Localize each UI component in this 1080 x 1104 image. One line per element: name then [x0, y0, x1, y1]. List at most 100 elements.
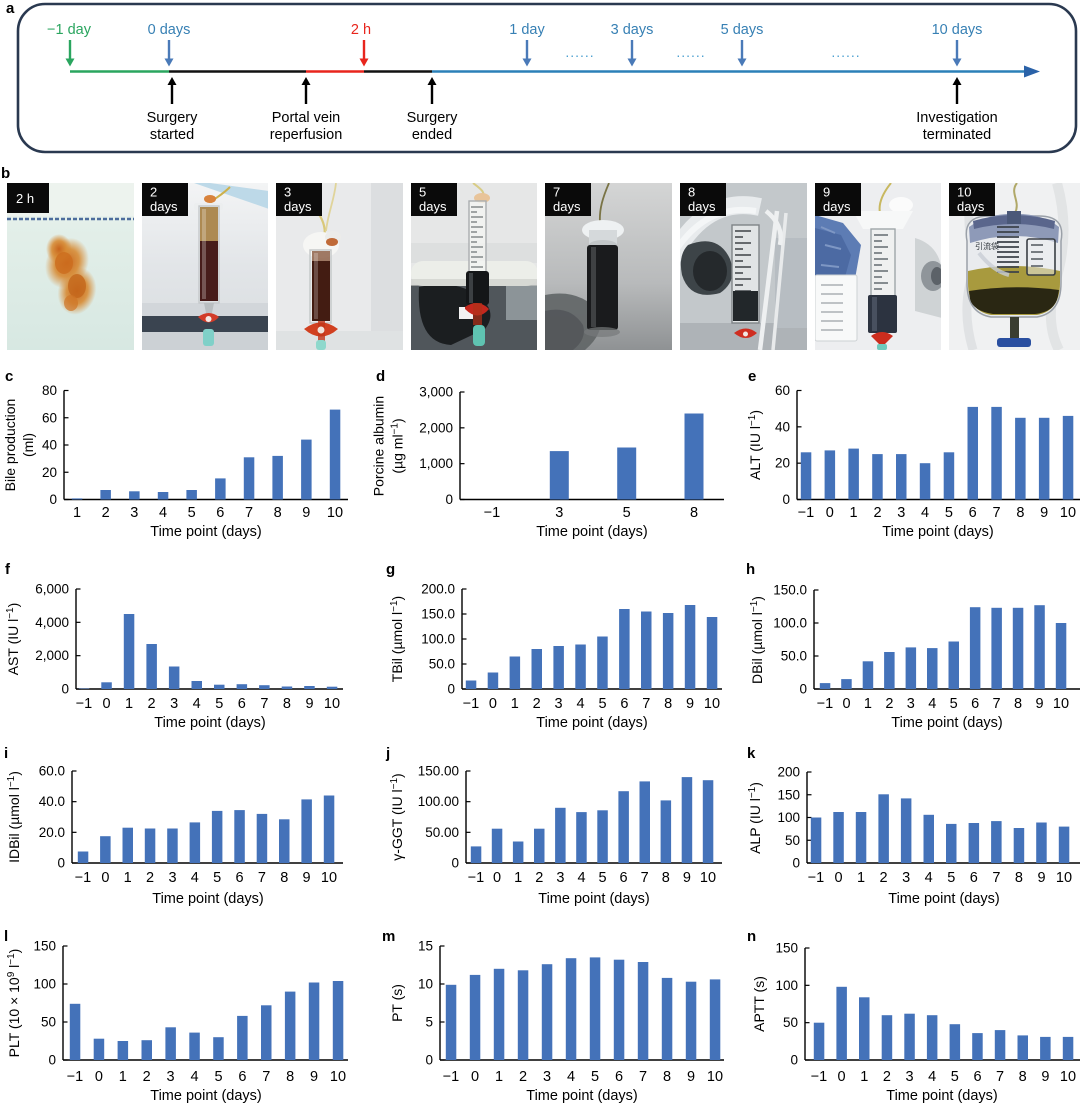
- svg-text:7: 7: [641, 870, 649, 886]
- svg-text:0: 0: [447, 682, 455, 697]
- svg-text:2: 2: [150, 185, 157, 200]
- svg-text:3: 3: [555, 696, 563, 712]
- svg-text:6: 6: [971, 696, 979, 712]
- svg-text:−1: −1: [443, 1069, 460, 1085]
- svg-text:i: i: [4, 745, 8, 762]
- svg-text:8: 8: [1014, 696, 1022, 712]
- svg-text:5: 5: [598, 870, 606, 886]
- svg-text:Time point (days): Time point (days): [536, 715, 647, 731]
- svg-text:50.0: 50.0: [781, 649, 807, 664]
- svg-text:1 day: 1 day: [509, 22, 545, 38]
- svg-text:4: 4: [576, 696, 584, 712]
- svg-text:0: 0: [61, 682, 69, 697]
- svg-text:6,000: 6,000: [35, 582, 69, 597]
- svg-text:3: 3: [897, 505, 905, 521]
- svg-text:40: 40: [775, 419, 790, 434]
- svg-text:Time point (days): Time point (days): [154, 715, 265, 731]
- svg-text:1: 1: [850, 505, 858, 521]
- svg-text:5: 5: [214, 1069, 222, 1085]
- svg-text:20.0: 20.0: [39, 825, 65, 840]
- svg-text:Time point (days): Time point (days): [891, 715, 1002, 731]
- svg-text:5: 5: [591, 1069, 599, 1085]
- svg-text:150: 150: [777, 787, 800, 802]
- svg-text:ALP (IU l−1): ALP (IU l−1): [747, 782, 763, 854]
- svg-text:1: 1: [864, 696, 872, 712]
- svg-text:8: 8: [1019, 1069, 1027, 1085]
- svg-text:5: 5: [950, 696, 958, 712]
- svg-text:Time point (days): Time point (days): [886, 1088, 997, 1104]
- svg-text:2: 2: [102, 505, 110, 521]
- svg-text:3: 3: [905, 1069, 913, 1085]
- svg-text:days: days: [957, 199, 985, 214]
- svg-text:10: 10: [707, 1069, 723, 1085]
- svg-text:2 h: 2 h: [351, 22, 371, 38]
- svg-text:−1: −1: [67, 1069, 84, 1085]
- svg-text:60.0: 60.0: [39, 764, 65, 779]
- svg-text:(µg ml−1): (µg ml−1): [390, 418, 406, 473]
- svg-text:0: 0: [425, 1053, 433, 1068]
- svg-text:引流袋: 引流袋: [975, 241, 999, 251]
- svg-text:9: 9: [686, 696, 694, 712]
- svg-text:0: 0: [95, 1069, 103, 1085]
- svg-text:7: 7: [992, 870, 1000, 886]
- svg-text:5: 5: [598, 696, 606, 712]
- svg-text:8: 8: [688, 185, 695, 200]
- svg-text:100.0: 100.0: [421, 632, 455, 647]
- svg-text:3: 3: [130, 505, 138, 521]
- svg-text:3: 3: [543, 1069, 551, 1085]
- svg-text:5: 5: [188, 505, 196, 521]
- svg-text:days: days: [553, 199, 581, 214]
- svg-text:ALT (IU l−1): ALT (IU l−1): [747, 410, 763, 480]
- svg-text:9: 9: [305, 696, 313, 712]
- svg-text:terminated: terminated: [923, 127, 992, 143]
- svg-text:8: 8: [274, 505, 282, 521]
- svg-text:150: 150: [33, 939, 56, 954]
- svg-text:5: 5: [945, 505, 953, 521]
- svg-text:7: 7: [553, 185, 560, 200]
- svg-text:0: 0: [838, 1069, 846, 1085]
- svg-text:n: n: [747, 928, 756, 945]
- svg-text:100: 100: [33, 977, 56, 992]
- svg-text:10: 10: [1056, 870, 1072, 886]
- svg-text:6: 6: [238, 1069, 246, 1085]
- svg-text:Time point (days): Time point (days): [150, 524, 261, 540]
- svg-text:80: 80: [42, 383, 57, 398]
- svg-text:3: 3: [168, 870, 176, 886]
- svg-text:8: 8: [1016, 505, 1024, 521]
- svg-text:1: 1: [860, 1069, 868, 1085]
- svg-text:10: 10: [1053, 696, 1069, 712]
- svg-text:AST (IU l−1): AST (IU l−1): [5, 603, 21, 676]
- svg-text:3: 3: [284, 185, 291, 200]
- svg-text:Time point (days): Time point (days): [150, 1088, 261, 1104]
- svg-text:9: 9: [683, 870, 691, 886]
- svg-text:150.00: 150.00: [418, 764, 459, 779]
- svg-text:b: b: [1, 165, 10, 182]
- svg-text:8: 8: [283, 696, 291, 712]
- svg-text:a: a: [6, 0, 15, 17]
- svg-text:h: h: [746, 561, 755, 578]
- svg-text:5: 5: [215, 696, 223, 712]
- svg-text:10: 10: [321, 870, 337, 886]
- svg-text:9: 9: [687, 1069, 695, 1085]
- svg-text:10: 10: [1060, 1069, 1076, 1085]
- svg-text:APTT (s): APTT (s): [751, 976, 767, 1032]
- svg-text:1,000: 1,000: [419, 456, 453, 471]
- svg-text:6: 6: [216, 505, 224, 521]
- svg-text:7: 7: [993, 696, 1001, 712]
- svg-text:4: 4: [928, 1069, 936, 1085]
- svg-text:150: 150: [775, 941, 798, 956]
- svg-text:Investigation: Investigation: [916, 110, 997, 126]
- svg-text:100: 100: [775, 978, 798, 993]
- svg-text:5 days: 5 days: [721, 22, 764, 38]
- svg-text:0: 0: [101, 870, 109, 886]
- svg-text:8: 8: [662, 870, 670, 886]
- svg-text:Time point (days): Time point (days): [536, 524, 647, 540]
- svg-text:50.00: 50.00: [425, 825, 459, 840]
- svg-text:9: 9: [1040, 505, 1048, 521]
- svg-text:−1: −1: [811, 1069, 828, 1085]
- svg-text:m: m: [382, 928, 395, 945]
- svg-text:4: 4: [577, 870, 585, 886]
- svg-text:......: ......: [831, 44, 860, 60]
- svg-text:(ml): (ml): [20, 433, 36, 457]
- svg-text:200: 200: [777, 765, 800, 780]
